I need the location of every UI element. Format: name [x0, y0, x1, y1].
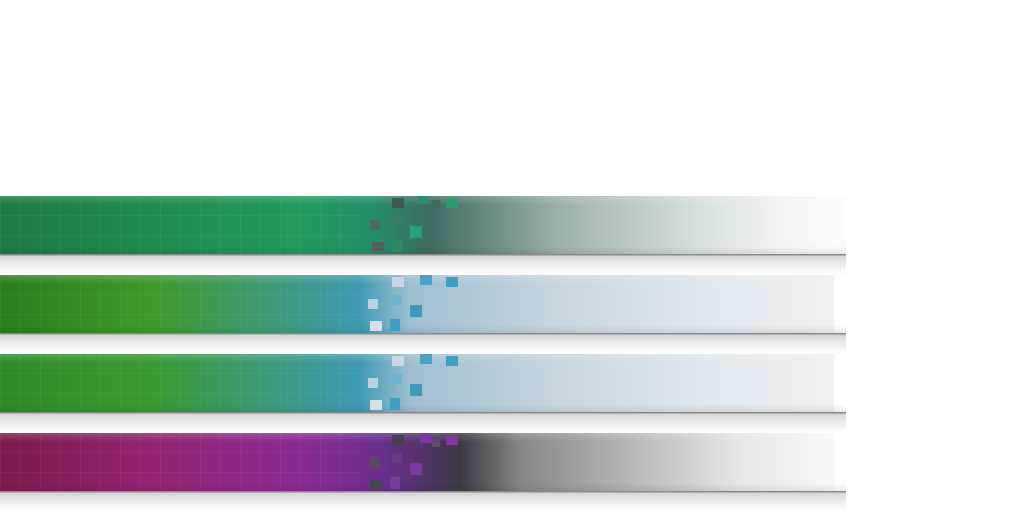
- progress-bar-4-fill: [0, 433, 846, 491]
- progress-bar-4-track: [0, 491, 846, 512]
- progress-bar-2-track: [0, 333, 846, 354]
- progress-bar-4: [0, 433, 846, 512]
- progress-bar-3: [0, 354, 846, 433]
- progress-bar-2: [0, 275, 846, 354]
- progress-bar-1-track: [0, 254, 846, 275]
- progress-bar-3-track: [0, 412, 846, 433]
- progress-bar-1: [0, 196, 846, 275]
- progress-bar-stack: [0, 196, 846, 512]
- progress-bar-3-fill: [0, 354, 846, 412]
- progress-bar-1-fill: [0, 196, 846, 254]
- progress-bar-2-fill: [0, 275, 846, 333]
